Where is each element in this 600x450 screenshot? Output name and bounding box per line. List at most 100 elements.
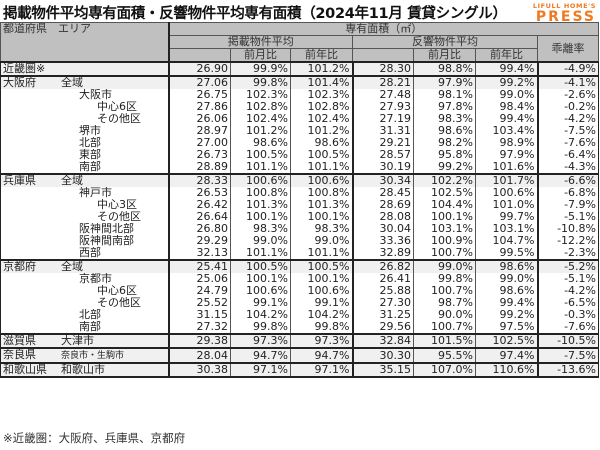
cell-rv: 29.56 — [351, 321, 414, 334]
cell-lm: 97.3% — [230, 333, 291, 348]
cell-lm: 99.9% — [230, 61, 291, 76]
cell-lv: 26.06 — [168, 113, 231, 125]
table-body: 近畿圏※ 26.90 99.9% 101.2% 28.30 98.8% 99.4% -4.9%… — [0, 61, 599, 378]
cell-ry: 101.0% — [475, 199, 538, 211]
logo-top-text: LIFULL HOME'S — [532, 2, 596, 10]
area-label: 神戸市 — [79, 187, 112, 199]
cell-lv: 26.64 — [168, 211, 231, 223]
cell-lv: 27.00 — [168, 137, 231, 149]
cell-gap: -4.3% — [536, 161, 599, 174]
cell-lv: 26.73 — [168, 149, 231, 161]
cell-lm: 99.8% — [230, 75, 291, 89]
cell-rv: 32.84 — [351, 333, 414, 348]
area-cell: 中心6区 — [0, 285, 170, 297]
prefecture-label: 大阪府 — [3, 76, 36, 89]
area-label: 南部 — [79, 161, 101, 173]
table-row: 和歌山県 和歌山市 30.38 97.1% 97.1% 35.15 107.0% 110.6%… — [0, 362, 599, 378]
prefecture-label: 京都府 — [3, 260, 36, 273]
area-label: 全域 — [61, 174, 83, 187]
cell-lv: 25.41 — [168, 259, 231, 273]
cell-rm: 98.7% — [413, 297, 476, 309]
cell-ry: 98.6% — [475, 259, 538, 273]
cell-lm: 100.5% — [230, 149, 291, 161]
cell-gap: -5.2% — [536, 259, 599, 273]
area-label: 中心3区 — [97, 199, 137, 211]
cell-lm: 101.2% — [230, 125, 291, 137]
cell-gap: -5.1% — [536, 273, 599, 285]
cell-gap: -4.2% — [536, 285, 599, 297]
table-row: 神戸市 26.53 100.8% 100.8% 28.45 102.5% 100.6% -6.… — [0, 187, 599, 199]
area-cell: 北部 — [0, 309, 170, 321]
cell-ly: 100.1% — [290, 211, 353, 223]
cell-rm: 98.6% — [413, 125, 476, 137]
area-label: その他区 — [97, 297, 141, 309]
header-gap: 乖離率 — [537, 35, 599, 63]
cell-gap: -4.9% — [536, 61, 599, 76]
cell-gap: -4.2% — [536, 113, 599, 125]
area-label: 中心6区 — [97, 101, 137, 113]
table-row: 大阪市 26.75 102.3% 102.3% 27.48 98.1% 99.0% -2.6% — [0, 89, 599, 101]
cell-ly: 101.2% — [290, 61, 353, 76]
cell-ry: 99.5% — [475, 247, 538, 260]
cell-ry: 104.7% — [475, 235, 538, 247]
cell-ly: 101.4% — [290, 75, 353, 89]
cell-rm: 99.8% — [413, 273, 476, 285]
cell-ry: 110.6% — [475, 362, 538, 378]
cell-lm: 99.8% — [230, 321, 291, 334]
table-row: 中心6区 27.86 102.8% 102.8% 27.93 97.8% 98.4% -0.2… — [0, 101, 599, 113]
cell-lv: 27.32 — [168, 321, 231, 334]
cell-ry: 99.7% — [475, 211, 538, 223]
cell-lv: 30.38 — [168, 362, 231, 378]
cell-lm: 98.6% — [230, 137, 291, 149]
cell-lv: 26.75 — [168, 89, 231, 101]
cell-rv: 30.34 — [351, 173, 414, 187]
cell-ly: 97.3% — [290, 333, 353, 348]
cell-ry: 100.6% — [475, 187, 538, 199]
cell-rv: 35.15 — [351, 362, 414, 378]
cell-rm: 107.0% — [413, 362, 476, 378]
cell-rm: 100.7% — [413, 321, 476, 334]
area-label: 京都市 — [79, 273, 112, 285]
cell-gap: -2.6% — [536, 89, 599, 101]
header-group: 専有面積（㎡） — [168, 22, 599, 36]
cell-rv: 27.30 — [351, 297, 414, 309]
cell-rv: 29.21 — [351, 137, 414, 149]
cell-rm: 98.8% — [413, 61, 476, 76]
cell-rm: 99.2% — [413, 161, 476, 174]
cell-rv: 30.19 — [351, 161, 414, 174]
cell-rm: 100.7% — [413, 247, 476, 260]
cell-lm: 99.0% — [230, 235, 291, 247]
table-row: 兵庫県 全域 28.33 100.6% 100.6% 30.34 102.2% 101.7% -… — [0, 173, 599, 187]
cell-ry: 99.2% — [475, 75, 538, 89]
cell-rv: 31.31 — [351, 125, 414, 137]
cell-ly: 94.7% — [290, 347, 353, 363]
table-row: 阪神間南部 29.29 99.0% 99.0% 33.36 100.9% 104.7% -12… — [0, 235, 599, 247]
area-cell: 滋賀県 大津市 — [0, 333, 170, 348]
prefecture-label: 奈良県 — [3, 348, 36, 361]
prefecture-label: 兵庫県 — [3, 174, 36, 187]
cell-lv: 29.38 — [168, 333, 231, 348]
cell-ly: 99.1% — [290, 297, 353, 309]
area-cell: 近畿圏※ — [0, 61, 170, 76]
cell-lv: 28.33 — [168, 173, 231, 187]
cell-rv: 27.19 — [351, 113, 414, 125]
area-cell: 堺市 — [0, 125, 170, 137]
table-row: 中心3区 26.42 101.3% 101.3% 28.69 104.4% 101.0% -7… — [0, 199, 599, 211]
table-row: 滋賀県 大津市 29.38 97.3% 97.3% 32.84 101.5% 102.5% -1… — [0, 333, 599, 348]
area-label: 阪神間南部 — [79, 235, 134, 247]
cell-rm: 95.8% — [413, 149, 476, 161]
area-cell: 南部 — [0, 161, 170, 174]
cell-lm: 100.8% — [230, 187, 291, 199]
cell-ry: 99.4% — [475, 113, 538, 125]
table-row: その他区 26.06 102.4% 102.4% 27.19 98.3% 99.4% -4.2… — [0, 113, 599, 125]
cell-lm: 101.1% — [230, 247, 291, 260]
area-cell: 兵庫県 全域 — [0, 173, 170, 187]
table-row: 南部 27.32 99.8% 99.8% 29.56 100.7% 97.5% -7.6% — [0, 321, 599, 334]
cell-ly: 99.8% — [290, 321, 353, 334]
cell-ry: 99.0% — [475, 273, 538, 285]
cell-ly: 100.6% — [290, 173, 353, 187]
table-row: 近畿圏※ 26.90 99.9% 101.2% 28.30 98.8% 99.4% -4.9% — [0, 61, 599, 76]
cell-ry: 103.1% — [475, 223, 538, 235]
cell-rm: 97.9% — [413, 75, 476, 89]
cell-rv: 28.57 — [351, 149, 414, 161]
